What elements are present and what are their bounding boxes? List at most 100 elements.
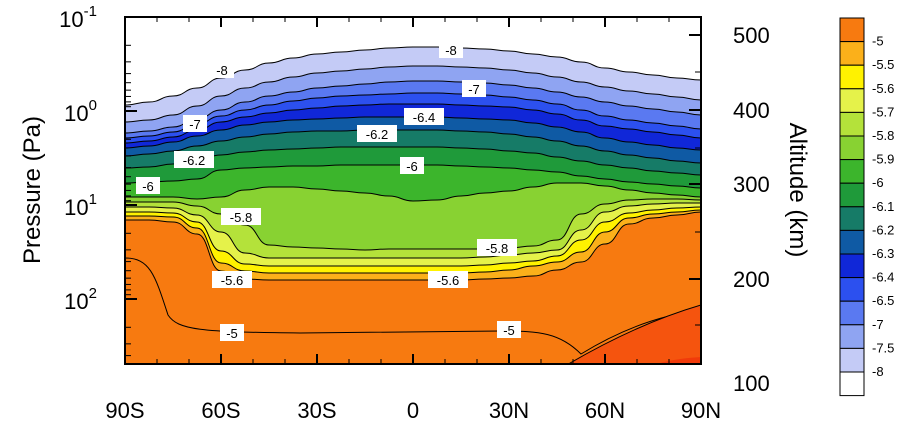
contour-label-bg	[136, 177, 160, 194]
y-right-tick-label: 100	[733, 371, 770, 396]
contour-label-text: -5.8	[486, 241, 508, 256]
colorbar-label: -6.3	[872, 246, 894, 261]
x-tick-label: 30N	[489, 398, 529, 423]
colorbar-label: -5	[872, 34, 884, 49]
contour-label-bg	[400, 157, 424, 174]
y-left-tick-mantissa: 10	[59, 7, 83, 32]
y-left-tick-label: 101	[64, 191, 97, 220]
x-tick-label: 90S	[105, 398, 144, 423]
colorbar-label: -6.5	[872, 293, 894, 308]
field-band-15	[125, 212, 701, 364]
y-left-tick-mantissa: 10	[64, 289, 88, 314]
colorbar-swatch	[839, 41, 865, 66]
contour-label: -7	[462, 80, 486, 97]
contour-label-bg	[462, 80, 486, 97]
contour-label-bg	[221, 208, 261, 225]
colorbar-swatch	[839, 206, 865, 231]
x-tick-label: 30S	[297, 398, 336, 423]
contour-label: -6	[136, 177, 160, 194]
contour-label-text: -6	[142, 179, 154, 194]
colorbar-swatch	[839, 371, 865, 397]
contour-line-3	[125, 80, 701, 134]
y-left-tick-exponent: 0	[89, 97, 97, 114]
contour-line-13	[125, 206, 701, 267]
colorbar-label: -5.9	[872, 152, 894, 167]
contour-label-text: -5.8	[230, 210, 252, 225]
y-right-tick-label: 300	[733, 172, 770, 197]
colorbar-label: -5.8	[872, 128, 894, 143]
colorbar-label: -7.5	[872, 340, 894, 355]
colorbar-swatch	[839, 111, 865, 137]
colorbar-label: -6	[872, 175, 884, 190]
colorbar-label: -5.6	[872, 81, 894, 96]
plot-area	[125, 17, 701, 364]
colorbar-label: -8	[872, 364, 884, 379]
contour-label-text: -8	[216, 63, 228, 78]
contour-label: -6	[400, 157, 424, 174]
colorbar-swatch	[839, 135, 865, 161]
contour-label-text: -6	[406, 159, 418, 174]
contour-label-text: -7	[189, 117, 201, 132]
x-tick-label: 60N	[585, 398, 625, 423]
y-left-tick-exponent: 1	[89, 191, 97, 208]
contour-label-text: -6.2	[366, 127, 388, 142]
y-axis-right-title: Altitude (km)	[784, 123, 811, 258]
y-right-tick-label: 400	[733, 98, 770, 123]
contour-label: -5	[497, 321, 521, 338]
contour-label: -5	[220, 324, 244, 341]
contour-label: -7	[183, 115, 207, 132]
contour-label-bg	[439, 41, 463, 58]
contour-label-bg	[404, 108, 444, 125]
contour-line-orange	[125, 257, 701, 355]
contour-line-14	[125, 209, 701, 274]
colorbar-swatch	[839, 347, 865, 373]
colorbar-swatch	[839, 159, 865, 184]
contour-line-7	[125, 129, 701, 164]
y-axis-left-title: Pressure (Pa)	[19, 116, 46, 264]
contour-label: -5.8	[221, 208, 261, 225]
contour-label-bg	[183, 115, 207, 132]
colorbar-swatch	[839, 17, 865, 43]
field-band-orange	[125, 258, 701, 364]
contour-line-5	[125, 103, 701, 144]
contour-label: -5.6	[212, 271, 252, 288]
contour-label-bg	[212, 271, 252, 288]
contour-label: -6.2	[174, 151, 214, 168]
field-band-deep-red	[655, 357, 701, 364]
colorbar-label: -5.5	[872, 57, 894, 72]
colorbar-swatch	[839, 182, 865, 208]
contour-line-4	[125, 92, 701, 139]
x-tick-label: 0	[407, 398, 419, 423]
contour-label: -6.4	[404, 108, 444, 125]
contour-label-text: -5.6	[221, 273, 243, 288]
contour-label-text: -5	[226, 326, 238, 341]
contour-label: -5.6	[428, 271, 468, 288]
x-tick-label: 60S	[201, 398, 240, 423]
colorbar: -5 -5.5 -5.6 -5.7 -5.8 -5.9 -6 -6.1 -6.2 -6.3 -6.4…	[839, 17, 894, 397]
contour-label-bg	[357, 125, 397, 142]
colorbar-label: -5.7	[872, 104, 894, 119]
contour-label-text: -5	[503, 323, 515, 338]
colorbar-swatch	[839, 64, 865, 90]
x-tick-label: 90N	[681, 398, 721, 423]
colorbar-swatch	[839, 277, 865, 302]
contour-line-10	[125, 182, 701, 202]
contour-label: -5.8	[477, 239, 517, 256]
contour-label-bg	[477, 239, 517, 256]
contour-line-12	[125, 202, 701, 259]
colorbar-label: -6.2	[872, 222, 894, 237]
contour-label-text: -6.4	[413, 110, 435, 125]
contour-label: -8	[210, 61, 234, 78]
y-right-tick-label: 200	[733, 267, 770, 292]
field-band-red	[568, 305, 701, 364]
y-left-tick-label: 102	[64, 285, 97, 314]
colorbar-swatch	[839, 324, 865, 349]
contour-label-bg	[497, 321, 521, 338]
y-left-tick-mantissa: 10	[64, 101, 88, 126]
contour-line-8	[125, 146, 701, 176]
contour-label-text: -7	[468, 82, 480, 97]
y-right-tick-label: 500	[733, 23, 770, 48]
colorbar-swatch	[839, 229, 865, 255]
axes: 90S 60S 30S 0 30N 60N 90N10-110010110250040030…	[59, 3, 770, 423]
